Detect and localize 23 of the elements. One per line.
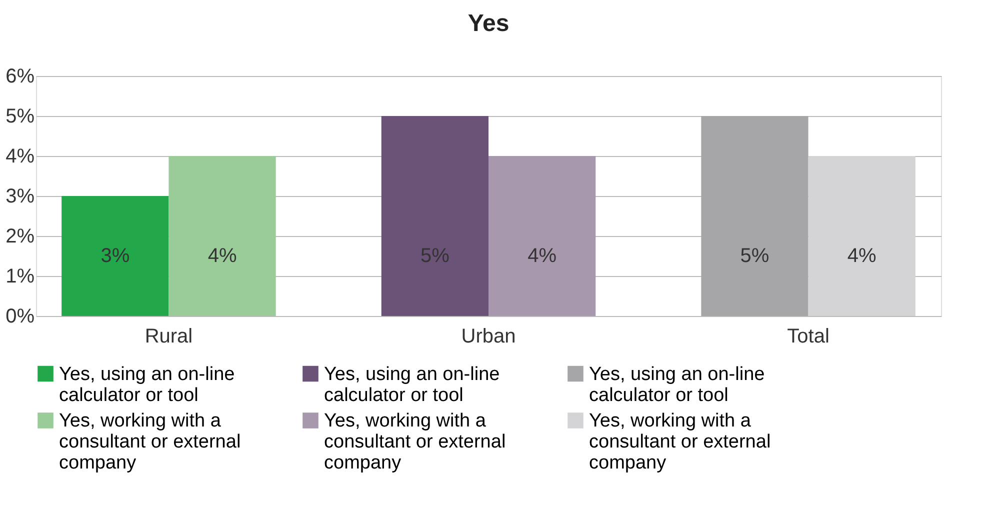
y-tick-label: 4% [6, 146, 35, 168]
legend-label: Yes, working with a consultant or external company [324, 410, 506, 474]
y-tick-label: 0% [6, 306, 35, 328]
data-label: 4% [208, 245, 237, 267]
data-label: 5% [740, 245, 770, 267]
legend-label: Yes, using an on-line calculator or tool [59, 364, 235, 406]
y-tick-label: 6% [6, 66, 35, 88]
y-tick-label: 3% [6, 186, 35, 208]
legend-label: Yes, using an on-line calculator or tool [589, 364, 765, 406]
legend-label: Yes, using an on-line calculator or tool [324, 364, 500, 406]
y-tick-label: 5% [6, 106, 35, 128]
legend-label: Yes, working with a consultant or external company [589, 410, 771, 474]
data-label: 3% [100, 245, 130, 267]
y-tick-label: 1% [6, 266, 35, 288]
data-label: 5% [420, 245, 450, 267]
x-tick-label: Rural [144, 326, 193, 348]
x-tick-label: Total [787, 326, 830, 348]
data-label: 4% [847, 245, 877, 267]
chart-title: Yes [468, 10, 510, 37]
legend-label: Yes, working with a consultant or external company [59, 410, 241, 474]
y-tick-label: 2% [6, 226, 35, 248]
data-label: 4% [528, 245, 557, 267]
x-tick-label: Urban [461, 326, 516, 348]
